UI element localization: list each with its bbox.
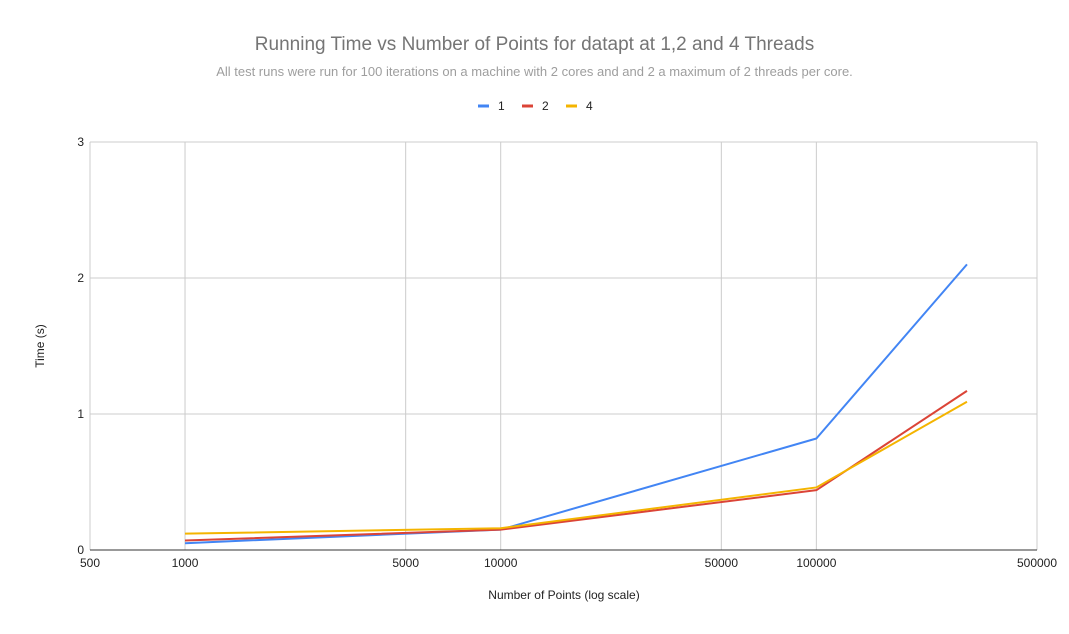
legend-item-4: 4 [566, 99, 593, 113]
y-tick-label: 3 [77, 135, 84, 149]
chart-subtitle: All test runs were run for 100 iteration… [216, 64, 853, 79]
x-tick-label: 10000 [484, 556, 518, 570]
grid [89, 141, 1038, 551]
legend-label: 4 [586, 99, 593, 113]
legend-item-2: 2 [522, 99, 549, 113]
y-tick-label: 1 [77, 407, 84, 421]
y-axis-ticks: 0 1 2 3 [77, 135, 84, 557]
chart-title: Running Time vs Number of Points for dat… [255, 34, 814, 55]
legend-label: 2 [542, 99, 549, 113]
series-line-1 [184, 263, 968, 545]
x-tick-label: 100000 [796, 556, 836, 570]
x-tick-label: 500 [80, 556, 100, 570]
legend: 1 2 4 [478, 99, 593, 113]
x-tick-label: 1000 [172, 556, 199, 570]
x-axis-title: Number of Points (log scale) [488, 588, 639, 602]
series-lines [184, 263, 968, 545]
legend-item-1: 1 [478, 99, 505, 113]
series-line-2 [184, 390, 968, 542]
y-tick-label: 0 [77, 543, 84, 557]
series-line-4 [185, 400, 968, 535]
y-tick-label: 2 [77, 271, 84, 285]
x-tick-label: 500000 [1017, 556, 1057, 570]
y-axis-title: Time (s) [33, 324, 47, 368]
x-tick-label: 50000 [705, 556, 739, 570]
legend-label: 1 [498, 99, 505, 113]
x-axis-ticks: 500 1000 5000 10000 50000 100000 500000 [80, 556, 1057, 570]
x-tick-label: 5000 [392, 556, 419, 570]
